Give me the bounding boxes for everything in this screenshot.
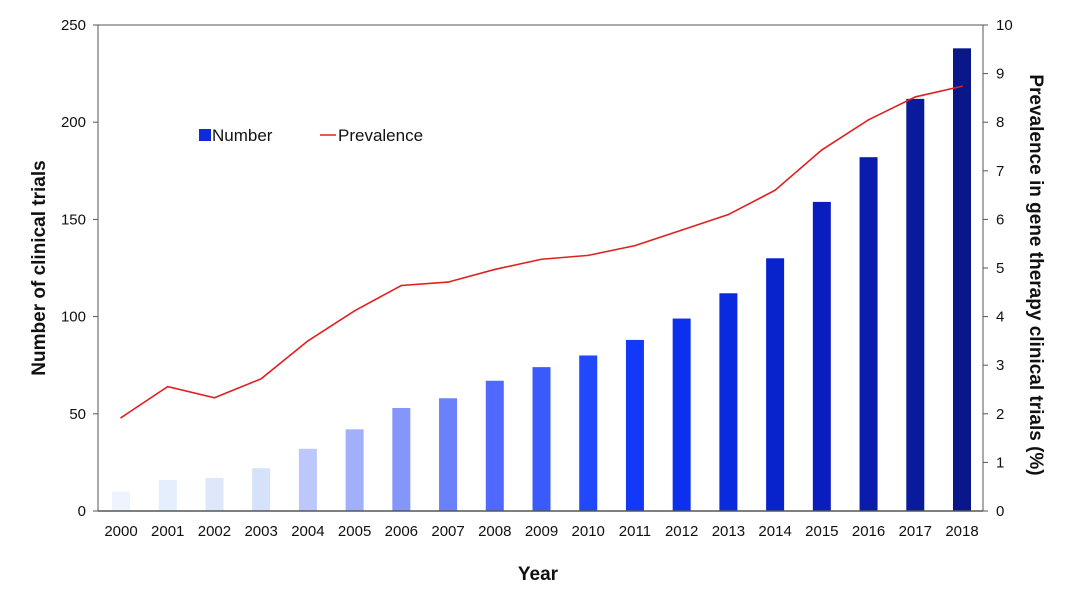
prevalence-point-2015 [821, 149, 823, 151]
x-tick-label: 2008 [478, 523, 511, 540]
bar-2008 [485, 380, 504, 511]
x-tick-label: 2012 [665, 523, 698, 540]
prevalence-point-2001 [166, 385, 169, 388]
x-axis-title: Year [518, 564, 559, 585]
x-tick-label: 2000 [104, 523, 137, 540]
bar-2006 [392, 407, 411, 511]
x-tick-label: 2016 [852, 523, 885, 540]
bar-2015 [812, 201, 831, 512]
prevalence-point-2013 [727, 213, 730, 216]
y2-tick-labels: 0 1 2 3 4 5 6 7 8 9 10 [996, 17, 1013, 520]
bar-2013 [719, 293, 738, 511]
bar-2002 [205, 477, 224, 511]
y2-tick-label: 0 [996, 503, 1004, 520]
prevalence-point-2016 [867, 118, 870, 121]
bar-2004 [298, 448, 317, 511]
prevalence-point-2000 [120, 416, 122, 419]
x-tick-labels: 2000 2001 2002 2003 2004 2005 2006 2007 2008 2009… [104, 523, 978, 540]
x-tick-label: 2004 [291, 523, 324, 540]
x-tick-label: 2013 [712, 523, 745, 540]
bar-2001 [158, 479, 177, 511]
y-tick-label: 50 [69, 406, 86, 423]
x-tick-label: 2001 [151, 523, 184, 540]
y2-tick-label: 7 [996, 163, 1004, 180]
x-tick-label: 2017 [899, 523, 932, 540]
bar-2010 [579, 355, 598, 511]
prevalence-line-group [120, 85, 963, 419]
prevalence-point-2002 [213, 396, 216, 399]
legend-label-prevalence: Prevalence [338, 126, 423, 145]
x-tick-label: 2005 [338, 523, 371, 540]
y2-tick-label: 8 [996, 114, 1004, 131]
prevalence-point-2012 [680, 229, 683, 231]
y-tick-label: 150 [61, 211, 86, 228]
bar-2011 [625, 339, 644, 511]
bar-2000 [112, 491, 130, 511]
bar-2005 [345, 429, 364, 511]
x-tick-label: 2003 [244, 523, 277, 540]
bar-2017 [906, 98, 925, 511]
y2-axis-title: Prevalence in gene therapy clinical tria… [1025, 74, 1046, 475]
x-tick-label: 2011 [619, 523, 651, 540]
x-tick-label: 2014 [758, 523, 791, 540]
prevalence-point-2007 [447, 281, 449, 283]
prevalence-point-2006 [400, 284, 403, 287]
y2-tick-label: 6 [996, 211, 1004, 228]
x-tick-label: 2002 [198, 523, 231, 540]
y-tick-label: 0 [78, 503, 86, 520]
prevalence-point-2014 [774, 189, 776, 192]
x-tick-label: 2009 [525, 523, 558, 540]
y2-tick-label: 5 [996, 260, 1004, 277]
prevalence-point-2011 [634, 244, 636, 247]
y2-tick-label: 2 [996, 406, 1004, 423]
bar-2012 [672, 318, 691, 511]
prevalence-point-2008 [493, 268, 496, 271]
prevalence-point-2017 [914, 96, 917, 98]
bar-2014 [766, 258, 785, 511]
prevalence-point-2005 [353, 309, 356, 312]
legend-label-number: Number [212, 126, 273, 145]
x-tick-label: 2006 [385, 523, 418, 540]
y-tick-labels: 0 50 100 150 200 250 [61, 17, 86, 520]
bars-group [112, 48, 971, 512]
bar-2003 [252, 468, 271, 511]
prevalence-point-2003 [260, 378, 262, 380]
prevalence-point-2004 [307, 340, 309, 342]
legend: Number Prevalence [199, 126, 423, 145]
y-tick-label: 200 [61, 114, 86, 131]
legend-swatch-number [199, 129, 211, 141]
prevalence-point-2009 [540, 258, 543, 261]
bar-2009 [532, 367, 551, 511]
axes [93, 24, 988, 512]
y-axis-title: Number of clinical trials [29, 160, 50, 375]
x-tick-label: 2015 [805, 523, 838, 540]
y2-tick-label: 4 [996, 309, 1004, 326]
y2-tick-label: 3 [996, 357, 1004, 374]
y-tick-label: 100 [61, 309, 86, 326]
bar-2018 [953, 48, 971, 511]
bar-2016 [859, 157, 878, 511]
y2-tick-label: 10 [996, 17, 1013, 34]
bar-2007 [439, 398, 458, 511]
x-tick-label: 2018 [945, 523, 978, 540]
prevalence-point-2018 [961, 85, 963, 88]
y2-tick-label: 1 [996, 454, 1004, 471]
y2-tick-label: 9 [996, 66, 1004, 83]
y-tick-label: 250 [61, 17, 86, 34]
x-tick-label: 2010 [572, 523, 605, 540]
prevalence-point-2010 [587, 254, 590, 257]
x-tick-label: 2007 [431, 523, 464, 540]
